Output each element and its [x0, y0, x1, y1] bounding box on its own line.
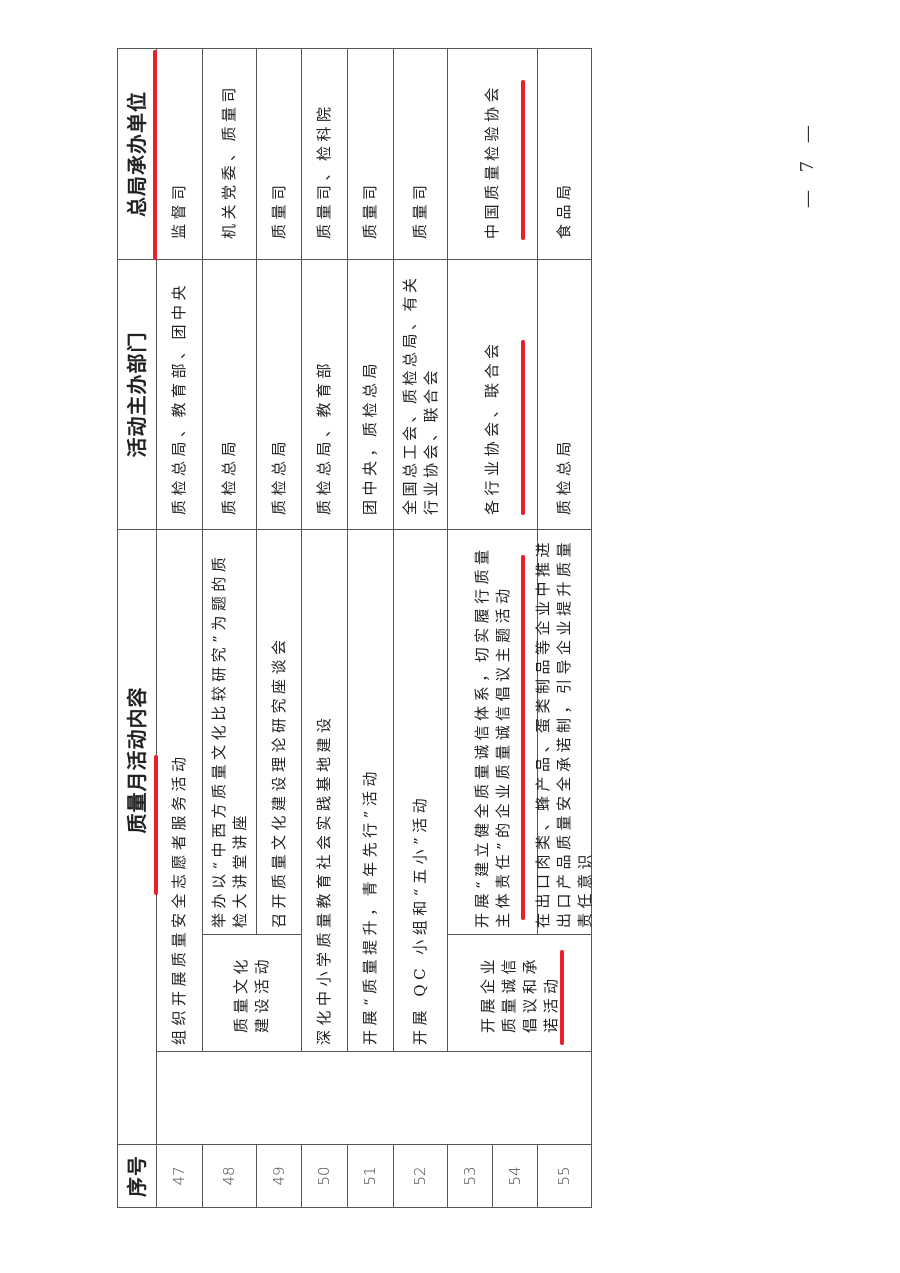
activity-content: 召开质量文化建设理论研究座谈会 — [256, 529, 302, 935]
row-number: 51 — [347, 1144, 394, 1208]
header-no: 序号 — [117, 1144, 157, 1208]
row-number: 48 — [202, 1144, 257, 1208]
host-dept: 质检总局、教育部、团中央 — [156, 259, 203, 530]
red-marker-line — [521, 80, 525, 240]
undertaking-unit: 食品局 — [537, 48, 592, 260]
activity-category: 质量文化建设活动 — [202, 934, 302, 1052]
row-number: 55 — [537, 1144, 592, 1208]
undertaking-unit: 监督司 — [156, 48, 203, 260]
red-marker-line — [560, 950, 564, 1045]
header-unit: 总局承办单位 — [117, 48, 157, 260]
activity-category: 开展企业质量诚信倡议和承诺活动 — [447, 934, 592, 1052]
row-number: 54 — [492, 1144, 538, 1208]
row-number: 50 — [301, 1144, 348, 1208]
host-dept: 质检总局 — [537, 259, 592, 530]
activity-content: 开展 QC 小组和“五小”活动 — [393, 529, 448, 1052]
rotated-table-page: 序号 质量月活动内容 活动主办部门 总局承办单位 47 48 49 50 51 … — [117, 48, 818, 1208]
activity-content: 在出口肉类、蜂产品、蛋类制品等企业中推进出口产品质量安全承诺制，引导企业提升质量… — [534, 529, 594, 935]
red-marker-line — [154, 755, 158, 895]
undertaking-unit: 质量司 — [393, 48, 448, 260]
page-number: — 7 — — [797, 119, 818, 208]
blank-merged-cell — [156, 1051, 592, 1145]
red-marker-line — [521, 555, 525, 920]
red-marker-line — [153, 50, 157, 260]
activity-content: 深化中小学质量教育社会实践基地建设 — [301, 529, 348, 1052]
header-dept: 活动主办部门 — [117, 259, 157, 530]
host-dept: 全国总工会、质检总局、有关行业协会、联合会 — [393, 259, 448, 530]
row-number: 49 — [256, 1144, 302, 1208]
host-dept: 质检总局 — [256, 259, 302, 530]
red-marker-line — [521, 340, 525, 515]
undertaking-unit: 机关党委、质量司 — [202, 48, 257, 260]
row-number: 47 — [156, 1144, 203, 1208]
host-dept: 质检总局 — [202, 259, 257, 530]
header-content: 质量月活动内容 — [117, 529, 157, 1145]
undertaking-unit: 质量司 — [347, 48, 394, 260]
host-dept: 质检总局、教育部 — [301, 259, 348, 530]
activity-content: 组织开展质量安全志愿者服务活动 — [156, 529, 203, 1052]
undertaking-unit: 质量司 — [256, 48, 302, 260]
host-dept: 团中央，质检总局 — [347, 259, 394, 530]
row-number: 53 — [447, 1144, 493, 1208]
row-number: 52 — [393, 1144, 448, 1208]
activity-content: 举办以“中西方质量文化比较研究”为题的质检大讲堂讲座 — [202, 529, 257, 935]
undertaking-unit: 质量司、检科院 — [301, 48, 348, 260]
activity-content: 开展“质量提升，青年先行”活动 — [347, 529, 394, 1052]
